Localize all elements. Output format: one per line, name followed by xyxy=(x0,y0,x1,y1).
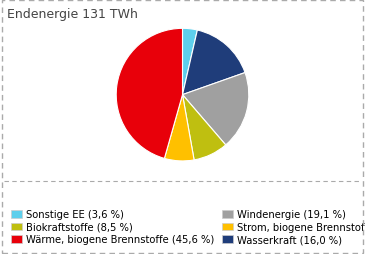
Wedge shape xyxy=(182,73,249,145)
Wedge shape xyxy=(116,29,182,159)
Wedge shape xyxy=(182,29,197,95)
Wedge shape xyxy=(182,31,245,95)
Legend: Sonstige EE (3,6 %), Biokraftstoffe (8,5 %), Wärme, biogene Brennstoffe (45,6 %): Sonstige EE (3,6 %), Biokraftstoffe (8,5… xyxy=(9,208,365,246)
Wedge shape xyxy=(182,95,226,160)
Text: Endenergie 131 TWh: Endenergie 131 TWh xyxy=(7,8,138,21)
Wedge shape xyxy=(164,95,194,161)
